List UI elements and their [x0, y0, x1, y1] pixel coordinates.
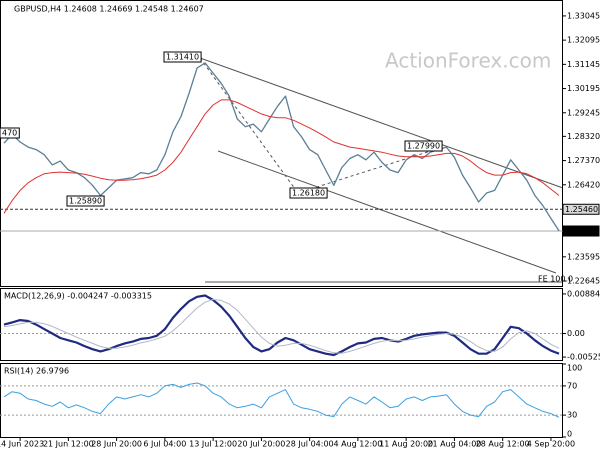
panel-title: RSI(14) 26.9796 [4, 367, 69, 376]
price-level-box [562, 203, 600, 215]
annotation-box [289, 187, 328, 199]
price-level-label: 1.24607 [565, 227, 598, 236]
x-tick-label: 13 Jul 12:00 [189, 440, 237, 449]
fib-projection [199, 57, 441, 194]
y-tick-label: 1.23595 [567, 252, 600, 261]
channel-lower [217, 150, 557, 274]
annotation: FE 100.0 [538, 275, 573, 284]
x-tick-label: 28 Jul 04:00 [286, 440, 334, 449]
x-tick-label: 28 Aug 12:00 [476, 440, 530, 449]
price-level-label: 1.25460 [565, 205, 598, 214]
x-tick-label: 6 Jul 04:00 [143, 440, 186, 449]
y-tick-label: 1.27370 [567, 156, 600, 165]
annotation-box [404, 140, 443, 152]
watermark: ActionForex.com [385, 49, 551, 73]
y-tick-label: 100 [567, 364, 582, 373]
y-tick-label: 30 [567, 411, 577, 420]
annotation: 1.26180 [292, 189, 325, 198]
series-line [3, 382, 560, 418]
series-line [3, 62, 560, 232]
x-tick-label: 14 Jun 2023 [0, 440, 44, 449]
x-tick-label: 4 Aug 12:00 [333, 440, 382, 449]
y-tick-label: 1.30195 [567, 84, 600, 93]
y-tick-label: 0.008846 [567, 289, 600, 298]
rsi-panel [0, 363, 563, 438]
panel-title: MACD(12,26,9) -0.004247 -0.003315 [4, 292, 152, 301]
annotation-box [0, 127, 20, 139]
x-tick-label: 21 Aug 04:00 [427, 440, 481, 449]
y-tick-label: 70 [567, 381, 577, 390]
annotation-box [163, 51, 202, 63]
x-tick-label: 4 Sep 20:00 [527, 440, 575, 449]
x-tick-label: 28 Jun 20:00 [91, 440, 142, 449]
y-tick-label: 1.31145 [567, 60, 600, 69]
x-tick-label: 20 Jul 20:00 [237, 440, 285, 449]
y-tick-label: -0.005252 [567, 353, 600, 362]
annotation: 1.31410 [166, 53, 199, 62]
annotation: 1.27990 [407, 142, 440, 151]
series-line [3, 294, 560, 357]
price-level-box [562, 225, 600, 237]
x-tick-label: 21 Jun 12:00 [43, 440, 94, 449]
y-tick-label: 1.28320 [567, 132, 600, 141]
y-tick-label: 1.22645 [567, 277, 600, 286]
annotation: 1.25890 [69, 197, 102, 206]
y-tick-label: 1.33045 [567, 11, 600, 20]
trend-lines [199, 57, 564, 283]
series-line [3, 299, 560, 354]
chart-title: GBPUSD,H4 1.24608 1.24669 1.24548 1.2460… [14, 5, 204, 14]
annotation-box [66, 195, 105, 207]
price-panel [0, 0, 563, 287]
y-tick-label: 1.29245 [567, 108, 600, 117]
x-tick-label: 11 Aug 20:00 [379, 440, 433, 449]
annotation: 470 [2, 129, 17, 138]
y-tick-label: 1.32095 [567, 36, 600, 45]
channel-upper [199, 57, 564, 189]
y-tick-label: 0 [567, 430, 572, 439]
y-tick-label: 1.26420 [567, 180, 600, 189]
y-tick-label: 0.00 [567, 329, 585, 338]
series-line [3, 99, 560, 214]
macd-panel [0, 288, 563, 361]
